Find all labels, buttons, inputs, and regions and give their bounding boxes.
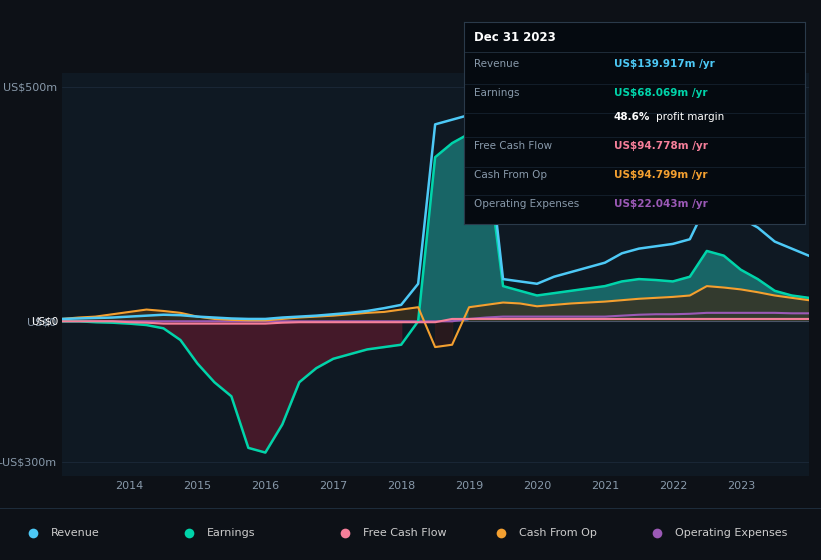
Text: Cash From Op: Cash From Op: [474, 170, 547, 180]
Text: Revenue: Revenue: [474, 59, 519, 69]
Text: US$68.069m /yr: US$68.069m /yr: [614, 88, 707, 98]
Text: Revenue: Revenue: [51, 528, 99, 538]
Text: 48.6%: 48.6%: [614, 112, 650, 122]
Text: US$0: US$0: [31, 316, 58, 326]
Text: Earnings: Earnings: [474, 88, 520, 98]
Text: Free Cash Flow: Free Cash Flow: [474, 141, 553, 151]
Text: US$139.917m /yr: US$139.917m /yr: [614, 59, 714, 69]
Text: US$94.778m /yr: US$94.778m /yr: [614, 141, 708, 151]
Text: Free Cash Flow: Free Cash Flow: [363, 528, 447, 538]
Text: profit margin: profit margin: [656, 112, 725, 122]
Text: US$22.043m /yr: US$22.043m /yr: [614, 199, 708, 209]
Text: US$94.799m /yr: US$94.799m /yr: [614, 170, 707, 180]
Text: Operating Expenses: Operating Expenses: [474, 199, 580, 209]
Text: Cash From Op: Cash From Op: [519, 528, 597, 538]
Text: Operating Expenses: Operating Expenses: [675, 528, 787, 538]
Text: Earnings: Earnings: [207, 528, 255, 538]
Text: Dec 31 2023: Dec 31 2023: [474, 31, 556, 44]
